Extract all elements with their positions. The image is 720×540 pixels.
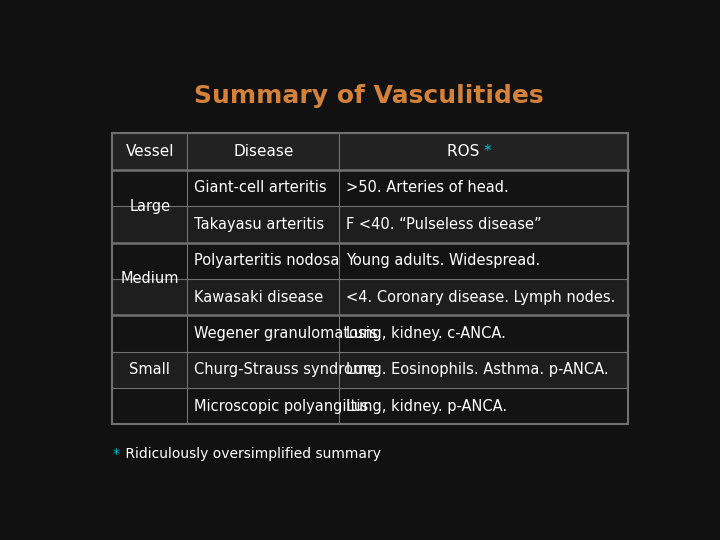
Text: Young adults. Widespread.: Young adults. Widespread. [346, 253, 541, 268]
Bar [112, 170, 629, 206]
Text: <4. Coronary disease. Lymph nodes.: <4. Coronary disease. Lymph nodes. [346, 289, 616, 305]
Text: Small: Small [130, 362, 170, 377]
Bar [112, 279, 629, 315]
Text: Polyarteritis nodosa: Polyarteritis nodosa [194, 253, 339, 268]
Text: *: * [112, 447, 120, 461]
Text: Disease: Disease [233, 144, 294, 159]
Text: Lung, kidney. p-ANCA.: Lung, kidney. p-ANCA. [346, 399, 508, 414]
Text: Kawasaki disease: Kawasaki disease [194, 289, 323, 305]
Text: Giant-cell arteritis: Giant-cell arteritis [194, 180, 326, 195]
Text: Wegener granulomatosis: Wegener granulomatosis [194, 326, 377, 341]
Text: Churg-Strauss syndrome: Churg-Strauss syndrome [194, 362, 376, 377]
Bar [112, 133, 629, 170]
Text: Takayasu arteritis: Takayasu arteritis [194, 217, 324, 232]
Text: Large: Large [129, 199, 171, 214]
Bar [112, 206, 629, 242]
Text: Vessel: Vessel [125, 144, 174, 159]
Text: ROS: ROS [446, 144, 484, 159]
Bar [112, 315, 629, 352]
Text: *: * [484, 144, 492, 159]
Text: Lung, kidney. c-ANCA.: Lung, kidney. c-ANCA. [346, 326, 506, 341]
Bar [112, 388, 629, 424]
Bar [112, 242, 629, 279]
Text: Summary of Vasculitides: Summary of Vasculitides [194, 84, 544, 107]
Text: Microscopic polyangiitis: Microscopic polyangiitis [194, 399, 368, 414]
Text: Lung. Eosinophils. Asthma. p-ANCA.: Lung. Eosinophils. Asthma. p-ANCA. [346, 362, 608, 377]
Bar [112, 352, 629, 388]
Text: >50. Arteries of head.: >50. Arteries of head. [346, 180, 509, 195]
Text: F <40. “Pulseless disease”: F <40. “Pulseless disease” [346, 217, 541, 232]
Text: Medium: Medium [120, 272, 179, 286]
Text: Ridiculously oversimplified summary: Ridiculously oversimplified summary [121, 447, 381, 461]
